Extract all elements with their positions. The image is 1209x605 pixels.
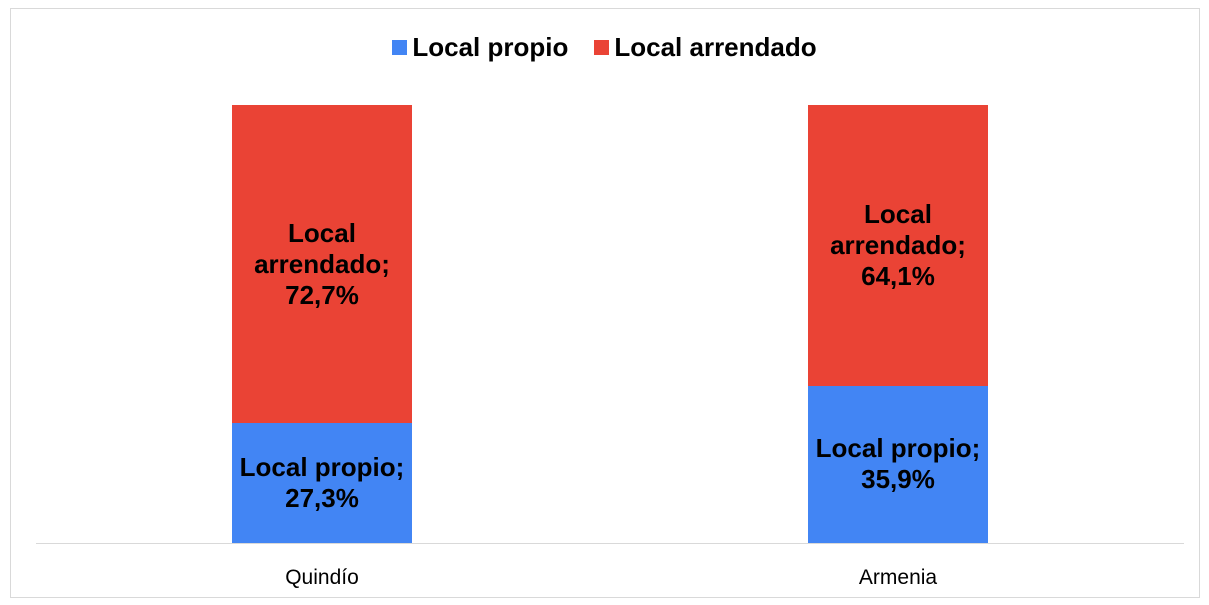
legend-label: Local propio: [412, 32, 569, 62]
x-tick-label: Quindío: [285, 566, 359, 589]
legend-swatch: [392, 40, 408, 55]
bar-segment: [808, 105, 988, 386]
legend-item: Local arrendado: [594, 32, 817, 63]
bar-segment: [232, 105, 412, 424]
x-axis-line: [36, 543, 1184, 544]
data-label: Local arrendado; 64,1%: [798, 105, 998, 386]
data-label: Local propio; 27,3%: [222, 423, 422, 543]
bar-segment: [808, 385, 988, 543]
legend: Local propio Local arrendado: [0, 32, 1209, 63]
legend-item: Local propio: [392, 32, 568, 63]
legend-label: Local arrendado: [614, 32, 817, 62]
data-label-text: Local arrendado; 64,1%: [830, 198, 966, 291]
legend-swatch: [594, 40, 610, 55]
data-label-text: Local propio; 35,9%: [815, 433, 981, 495]
data-label: Local propio; 35,9%: [798, 386, 998, 543]
bar-segment: [232, 423, 412, 543]
data-label-text: Local propio; 27,3%: [239, 452, 405, 514]
x-tick-label: Armenia: [858, 566, 938, 589]
data-label-text: Local arrendado; 72,7%: [254, 217, 390, 310]
chart-frame: [10, 8, 1200, 598]
data-label: Local arrendado; 72,7%: [222, 105, 422, 423]
